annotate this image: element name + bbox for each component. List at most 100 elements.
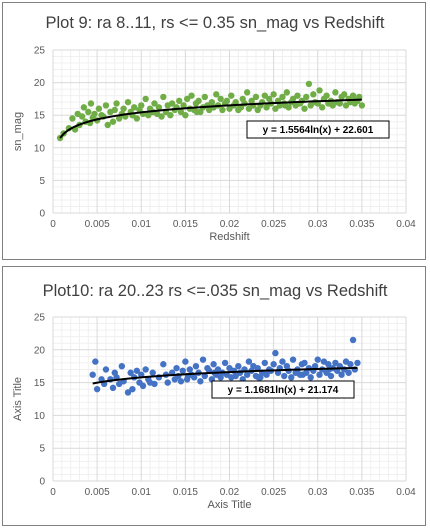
x-tick-label: 0.015 — [173, 487, 198, 498]
data-point — [142, 366, 149, 373]
data-point — [183, 95, 191, 103]
data-point — [85, 108, 92, 116]
data-point — [133, 115, 141, 122]
data-point — [151, 100, 158, 107]
data-point — [270, 361, 277, 368]
data-point — [155, 104, 163, 111]
data-point — [120, 105, 127, 112]
data-point — [307, 102, 314, 109]
trendline — [59, 98, 362, 139]
data-point — [332, 89, 339, 96]
data-point — [318, 104, 326, 111]
chart-panel-1: Plot 9: ra 8..11, rs <= 0.35 sn_mag vs R… — [2, 2, 426, 260]
x-tick-label: 0 — [50, 487, 56, 498]
data-point — [113, 100, 120, 107]
data-point — [252, 93, 260, 101]
x-axis-label: Axis Title — [207, 499, 251, 511]
data-point — [109, 384, 117, 392]
data-point — [191, 374, 198, 381]
data-point — [349, 336, 357, 344]
y-tick-label: 10 — [34, 143, 46, 154]
y-tick-label: 25 — [34, 313, 46, 324]
data-point — [223, 97, 231, 105]
x-tick-label: 0.025 — [261, 487, 286, 498]
data-point — [102, 366, 110, 373]
data-point — [213, 91, 220, 98]
y-tick-label: 10 — [34, 411, 46, 422]
data-point — [279, 93, 286, 101]
data-point — [69, 115, 76, 122]
data-point — [95, 105, 103, 112]
data-point — [232, 98, 239, 106]
data-point — [92, 358, 99, 365]
data-point — [217, 95, 224, 103]
data-point — [182, 358, 189, 365]
data-point — [145, 112, 152, 119]
data-point — [281, 372, 288, 380]
data-point — [341, 91, 348, 98]
data-point — [245, 105, 253, 112]
x-tick-label: 0.005 — [85, 487, 110, 498]
data-point — [151, 380, 158, 388]
data-point — [177, 108, 185, 116]
data-point — [186, 366, 193, 373]
data-point — [316, 87, 323, 94]
data-point — [80, 104, 88, 111]
data-point — [175, 97, 183, 105]
y-tick-label: 15 — [34, 378, 46, 389]
data-point — [93, 385, 101, 393]
trendline-equation: y = 1.1681ln(x) + 21.174 — [228, 385, 339, 396]
data-point — [263, 371, 270, 378]
data-point — [210, 361, 217, 368]
data-point — [342, 102, 350, 109]
data-point — [255, 374, 262, 381]
data-point — [188, 92, 195, 99]
data-point — [138, 102, 145, 109]
data-point — [78, 113, 86, 120]
data-point — [345, 369, 352, 376]
x-tick-label: 0.015 — [173, 219, 198, 230]
data-point — [195, 97, 202, 105]
data-point — [219, 106, 226, 114]
y-tick-label: 25 — [34, 46, 46, 57]
data-point — [349, 92, 357, 99]
data-point — [283, 89, 291, 96]
data-point — [182, 112, 189, 119]
data-point — [338, 371, 345, 378]
x-tick-label: 0.03 — [308, 219, 328, 230]
data-point — [307, 374, 314, 381]
data-point — [332, 359, 339, 367]
data-point — [124, 98, 132, 106]
y-tick-label: 20 — [34, 345, 46, 356]
data-point — [358, 102, 366, 109]
data-point — [124, 389, 132, 396]
x-tick-label: 0.03 — [308, 487, 328, 498]
data-point — [179, 367, 186, 374]
data-point — [336, 100, 344, 107]
data-point — [139, 382, 147, 390]
x-tick-label: 0.035 — [349, 487, 374, 498]
x-tick-label: 0 — [50, 219, 56, 230]
data-point — [323, 92, 330, 99]
data-point — [279, 358, 286, 365]
data-point — [314, 356, 321, 363]
data-point — [303, 93, 310, 101]
data-point — [87, 100, 95, 107]
x-tick-label: 0.04 — [396, 487, 416, 498]
chart-1: Plot 9: ra 8..11, rs <= 0.35 sn_mag vs R… — [12, 14, 416, 243]
chart-title: Plot 9: ra 8..11, rs <= 0.35 sn_mag vs R… — [45, 14, 384, 32]
data-point — [281, 102, 289, 109]
data-point — [254, 364, 261, 372]
data-point — [289, 95, 297, 103]
data-point — [245, 358, 253, 365]
data-point — [228, 92, 235, 99]
trendline-equation-box — [246, 120, 390, 139]
x-axis-label: Redshift — [209, 231, 249, 243]
data-point — [326, 100, 333, 107]
data-point — [104, 121, 111, 129]
data-point — [327, 372, 335, 380]
data-point — [160, 93, 167, 101]
data-point — [232, 372, 239, 380]
data-point — [270, 91, 277, 98]
data-point — [133, 367, 141, 374]
